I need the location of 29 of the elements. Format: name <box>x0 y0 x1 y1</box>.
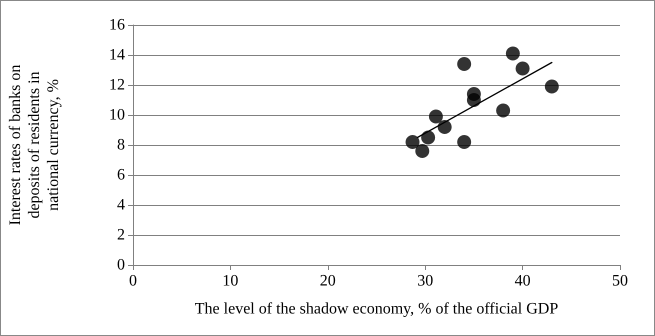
y-tick-label: 12 <box>109 76 125 94</box>
x-tick-label: 40 <box>514 272 531 290</box>
y-tick-label: 2 <box>117 226 125 244</box>
point <box>496 104 510 118</box>
y-tick-label: 8 <box>117 136 125 154</box>
point <box>457 57 472 71</box>
point <box>428 110 443 124</box>
y-tick-label: 0 <box>117 256 125 274</box>
x-tick-label: 30 <box>417 272 434 290</box>
y-tick-label: 10 <box>109 106 125 124</box>
point <box>421 130 436 144</box>
x-tick-label: 10 <box>222 272 238 290</box>
y-tick-label: 4 <box>117 196 125 214</box>
x-tick-label: 50 <box>612 272 628 290</box>
x-tick-label: 0 <box>129 272 137 290</box>
point <box>457 135 472 149</box>
y-tick-label: 16 <box>109 16 125 34</box>
point <box>406 135 420 149</box>
point <box>516 62 530 76</box>
y-tick-label: 14 <box>109 46 125 64</box>
point <box>466 93 481 107</box>
x-tick-label: 20 <box>320 272 336 290</box>
point <box>506 46 520 60</box>
x-axis-title: The level of the shadow economy, % of the official GDP <box>194 300 558 318</box>
point <box>438 120 452 134</box>
point <box>544 80 559 94</box>
y-axis-title: Interest rates of banks on deposits of residents in national currency, % <box>7 64 62 226</box>
y-tick-label: 6 <box>117 166 125 184</box>
point <box>415 144 430 158</box>
